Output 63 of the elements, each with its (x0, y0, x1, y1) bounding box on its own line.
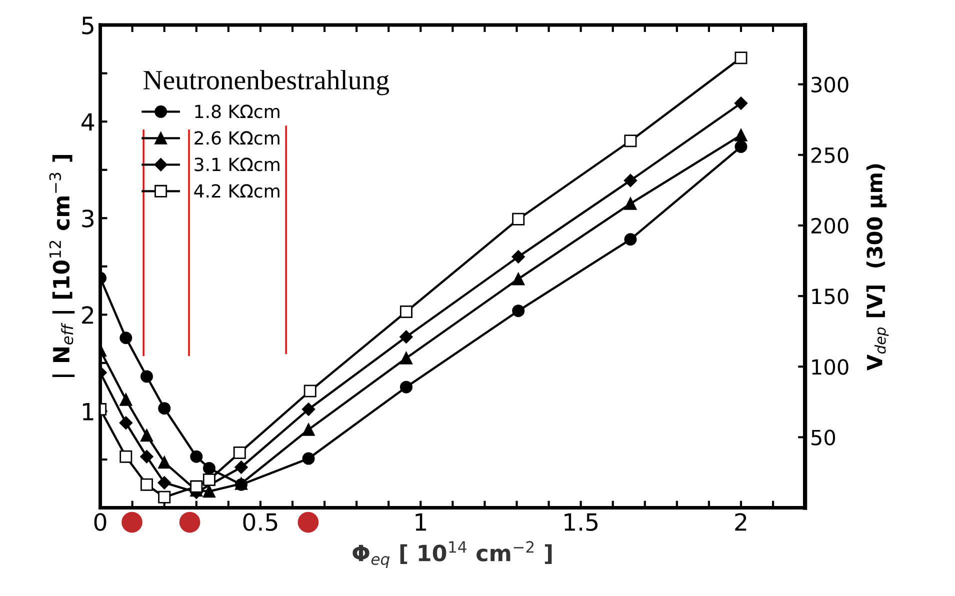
legend-label: 2.6 KΩcm (194, 131, 280, 145)
y2-axis-title: V$_{dep}$ [V] (300 μm) (866, 164, 889, 370)
y2-tick-label: 300 (812, 76, 848, 93)
point (624, 197, 637, 210)
x-axis-title: Φ$_{eq}$ [ 10$^{14}$ cm$^{−2}$ ] (352, 541, 552, 568)
y2-tick-label: 250 (811, 147, 848, 164)
y-tick-label: 2 (82, 306, 94, 324)
point (624, 233, 637, 246)
point (624, 134, 637, 148)
x-tick-label: 0.5 (243, 513, 278, 531)
point (302, 423, 315, 436)
point (400, 380, 412, 394)
point (400, 330, 413, 344)
point (190, 450, 203, 463)
point (202, 462, 216, 474)
point (302, 452, 315, 465)
legend-title: Neutronenbestrahlung (144, 70, 390, 96)
point (158, 490, 171, 504)
point (734, 128, 748, 142)
x-tick-label: 2 (735, 513, 746, 531)
point (120, 450, 132, 463)
point (140, 370, 153, 383)
point (140, 450, 154, 464)
y-tick-label: 5 (82, 16, 94, 34)
point (624, 174, 638, 188)
point (233, 446, 246, 460)
legend-label: 4.2 KΩcm (194, 184, 280, 198)
point (400, 352, 412, 364)
point (512, 272, 525, 286)
point (734, 52, 748, 64)
x-tick-label: 1 (416, 513, 426, 531)
point (202, 474, 216, 486)
point (120, 393, 132, 406)
point (158, 456, 171, 469)
x-tick-label: 0 (94, 513, 106, 531)
y2-tick-label: 100 (812, 359, 848, 375)
point (734, 140, 748, 153)
y-tick-label: 4 (82, 113, 94, 131)
point (734, 96, 748, 110)
point (120, 332, 132, 344)
y2-tick-label: 200 (811, 218, 848, 234)
legend-label: 3.1 KΩcm (194, 158, 280, 172)
point (234, 460, 248, 474)
point (140, 429, 153, 442)
point (140, 478, 153, 491)
point (158, 476, 171, 490)
y-tick-label: 1 (82, 402, 94, 420)
x-tick-label: 1.5 (564, 513, 598, 531)
point (302, 402, 316, 416)
y-axis-title: | N$_{eff}$ | [10$^{12}$ cm$^{−3}$ ] (49, 154, 75, 378)
point (158, 402, 171, 415)
point (400, 306, 412, 318)
point (512, 250, 525, 264)
point (119, 416, 132, 430)
legend-label: 1.8 KΩcm (195, 104, 280, 118)
point (304, 384, 316, 398)
y2-tick-label: 50 (812, 430, 836, 446)
y2-tick-label: 150 (812, 288, 848, 304)
point (190, 480, 203, 493)
point (512, 212, 525, 226)
y-tick-label: 3 (82, 210, 94, 228)
point (202, 485, 216, 498)
point (512, 304, 525, 318)
